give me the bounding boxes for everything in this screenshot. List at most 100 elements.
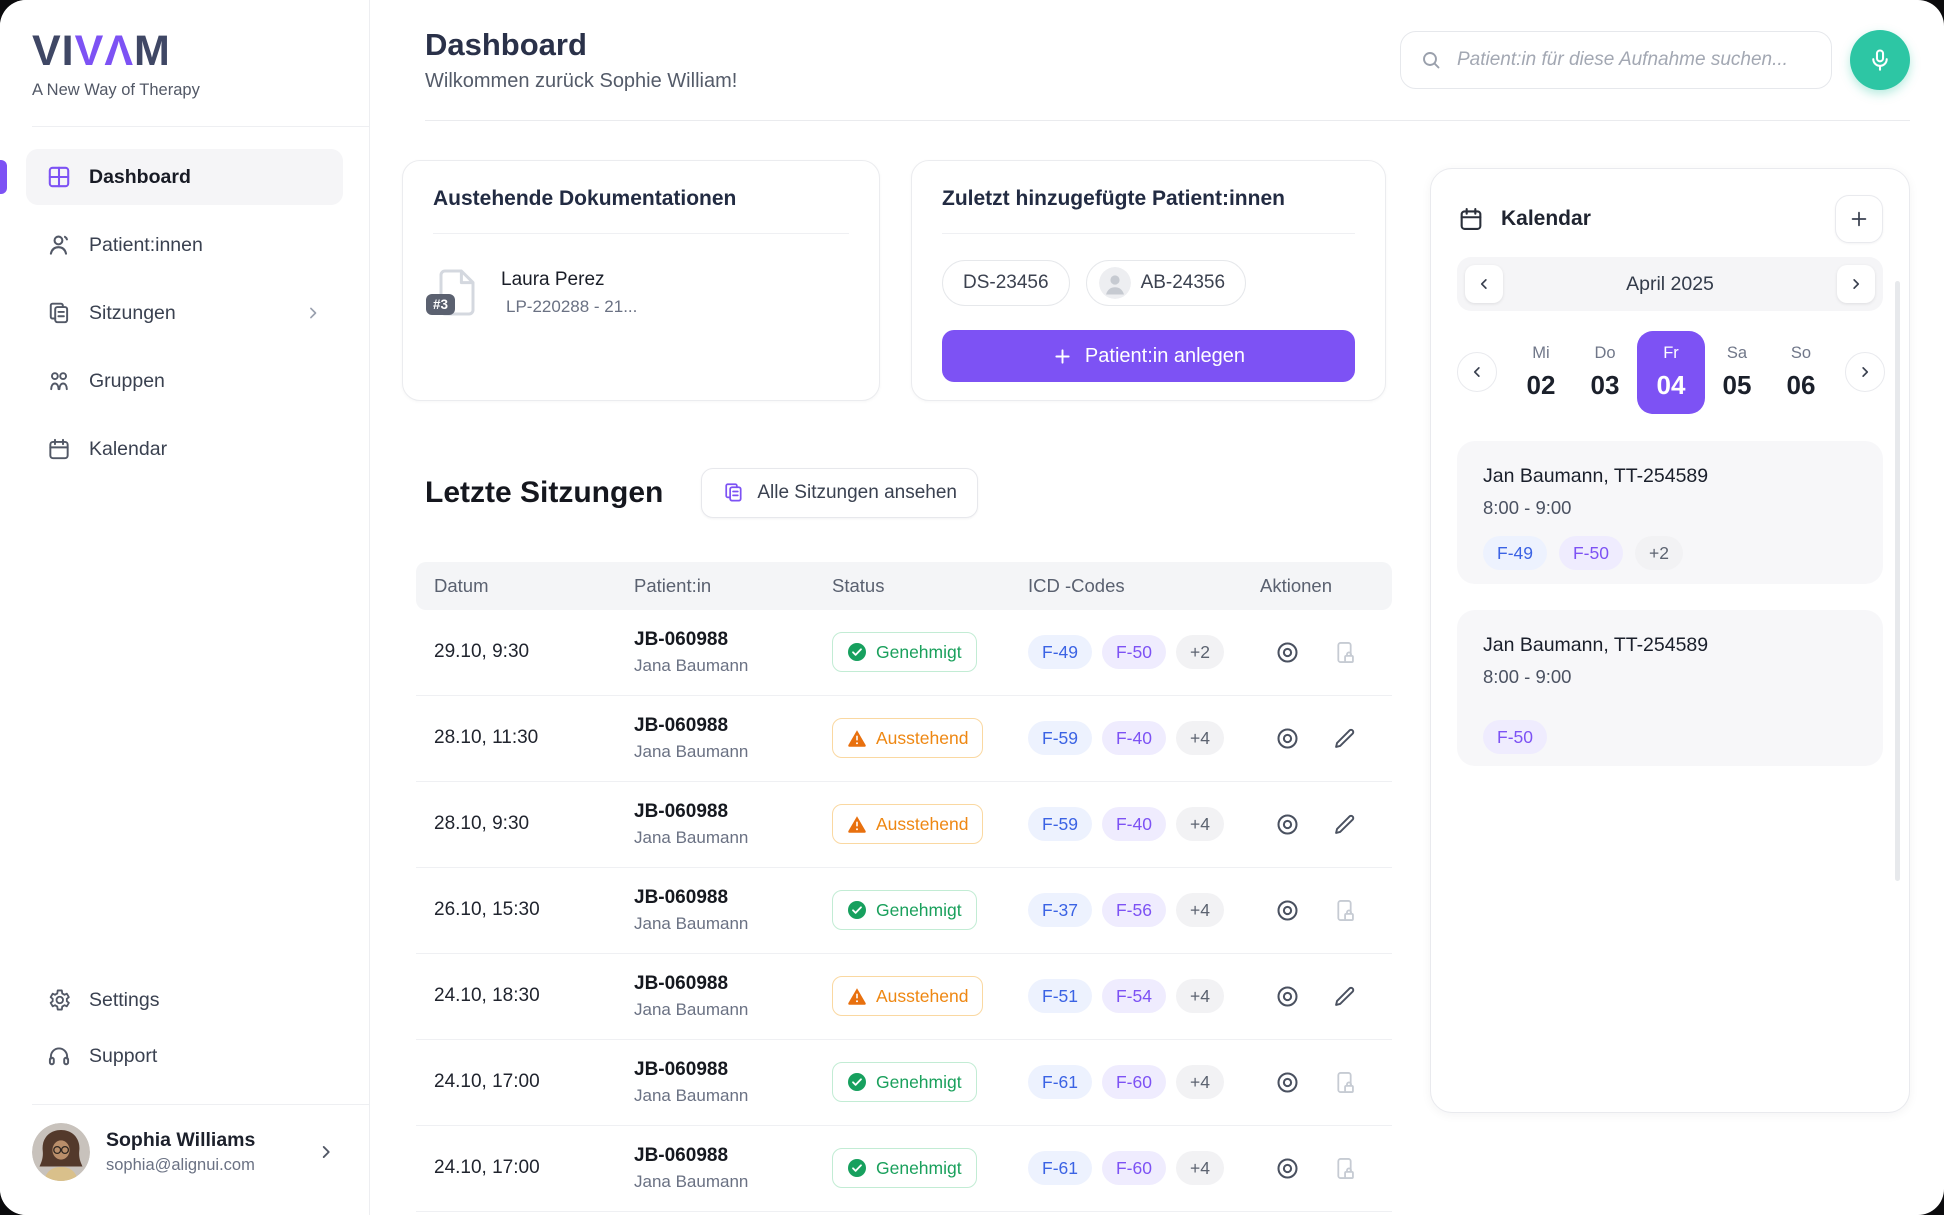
session-row[interactable]: 24.10, 18:30 JB-060988 Jana Baumann Ausst… [416,954,1392,1040]
column-header: Patient:in [634,574,712,596]
sidebar-item-patients[interactable]: Patient:innen [26,217,343,273]
status-badge: Genehmigt [832,1148,977,1189]
sidebar: VIVΛM A New Way of Therapy Dashboard Pat… [0,0,370,1215]
sidebar-item-support[interactable]: Support [26,1028,343,1084]
view-icon[interactable] [1274,1069,1301,1096]
session-row[interactable]: 29.10, 9:30 JB-060988 Jana Baumann Genehm… [416,610,1392,696]
day-cell[interactable]: Do 03 [1590,343,1620,400]
patient-chip[interactable]: DS-23456 [942,260,1070,306]
sidebar-item-calendar[interactable]: Kalendar [26,421,343,477]
brand-logo: VIVΛM A New Way of Therapy [0,0,369,100]
prev-month-button[interactable] [1465,265,1503,303]
locked-document-icon [1331,1155,1358,1182]
sidebar-item-label: Kalendar [89,437,168,460]
search-icon [1419,48,1443,72]
icd-code-pill: F-40 [1101,807,1166,842]
month-selector: April 2025 [1457,257,1883,311]
user-name: Sophia Williams [106,1129,256,1151]
microphone-button[interactable] [1850,30,1910,90]
sidebar-item-label: Dashboard [89,165,191,188]
topbar: Dashboard Wilkommen zurück Sophie Willia… [402,0,1910,120]
appointment-card[interactable]: Jan Baumann, TT-254589 8:00 - 9:00 F-49 … [1457,441,1883,584]
check-circle-icon [847,1158,867,1178]
add-appointment-button[interactable] [1835,195,1883,243]
active-accent-bar [0,160,7,194]
scrollbar[interactable] [1895,281,1900,881]
edit-pencil-icon[interactable] [1331,811,1358,838]
sidebar-item-label: Sitzungen [89,301,176,324]
grid-icon [46,164,72,190]
locked-document-icon [1331,639,1358,666]
status-badge: Ausstehend [832,804,984,845]
column-header: Status [832,574,885,596]
view-icon[interactable] [1274,983,1301,1010]
pending-doc-item[interactable]: #3 Laura Perez LP-220288 - 21... [426,266,849,320]
divider [425,120,1910,121]
session-row[interactable]: 24.10, 17:00 JB-060988 Jana Baumann Geneh… [416,1040,1392,1126]
sidebar-item-sessions[interactable]: Sitzungen [26,285,343,341]
icd-code-pill: F-40 [1101,721,1166,756]
sidebar-item-dashboard[interactable]: Dashboard [0,149,343,205]
card-title: Austehende Dokumentationen [433,187,737,210]
check-circle-icon [847,1072,867,1092]
view-icon[interactable] [1274,811,1301,838]
recent-patients-card: Zuletzt hinzugefügte Patient:innen DS-23… [911,160,1386,401]
doc-detail: LP-220288 - 21... [506,297,638,316]
day-cell-selected[interactable]: Fr 04 [1637,330,1705,414]
view-icon[interactable] [1274,897,1301,924]
icd-code-pill: F-50 [1483,720,1547,754]
icd-code-pill: F-54 [1101,979,1166,1014]
status-badge: Genehmigt [832,890,977,931]
appointment-card[interactable]: Jan Baumann, TT-254589 8:00 - 9:00 F-50 [1457,610,1883,766]
icd-code-pill: F-50 [1101,635,1166,670]
divider [32,126,369,127]
chevron-left-icon [1475,275,1493,293]
icd-code-pill: F-51 [1028,979,1092,1014]
check-circle-icon [847,900,867,920]
edit-pencil-icon[interactable] [1331,725,1358,752]
view-icon[interactable] [1274,1155,1301,1182]
day-cell[interactable]: Sa 05 [1722,343,1752,400]
search-bar [1400,31,1832,89]
session-row[interactable]: 28.10, 9:30 JB-060988 Jana Baumann Ausste… [416,782,1392,868]
session-row[interactable]: 24.10, 17:00 JB-060988 Jana Baumann Geneh… [416,1126,1392,1212]
add-patient-button[interactable]: Patient:in anlegen [942,330,1355,382]
pending-documentation-card: Austehende Dokumentationen #3 Laura Pere… [402,160,880,401]
session-row[interactable]: 26.10, 15:30 JB-060988 Jana Baumann Geneh… [416,868,1392,954]
chevron-right-icon [1847,275,1865,293]
patient-chip[interactable]: AB-24356 [1085,260,1247,306]
view-icon[interactable] [1274,639,1301,666]
calendar-icon [1457,205,1485,233]
user-profile[interactable]: Sophia Williams sophia@alignui.com [26,1113,343,1191]
sidebar-item-settings[interactable]: Settings [26,972,343,1028]
locked-document-icon [1331,1069,1358,1096]
documents-icon [722,481,745,504]
view-icon[interactable] [1274,725,1301,752]
prev-week-button[interactable] [1457,352,1497,392]
sidebar-item-groups[interactable]: Gruppen [26,353,343,409]
check-circle-icon [847,642,867,662]
icd-more-pill: +4 [1175,979,1224,1014]
divider [433,233,849,234]
search-input[interactable] [1455,48,1813,72]
icd-code-pill: F-61 [1028,1151,1092,1186]
column-header: Aktionen [1260,574,1332,596]
day-cell[interactable]: Mi 02 [1526,343,1556,400]
warning-triangle-icon [847,728,867,748]
sessions-table: Datum Patient:in Status ICD -Codes Aktio… [416,561,1392,1212]
table-header: Datum Patient:in Status ICD -Codes Aktio… [416,561,1392,610]
view-all-sessions-button[interactable]: Alle Sitzungen ansehen [701,467,978,518]
sidebar-item-label: Support [89,1044,158,1067]
chevron-right-icon [303,303,323,323]
icd-more-pill: +2 [1175,635,1224,670]
warning-triangle-icon [847,814,867,834]
file-icon: #3 [426,266,481,320]
status-badge: Genehmigt [832,1062,977,1103]
documents-icon [46,300,72,326]
session-row[interactable]: 28.10, 11:30 JB-060988 Jana Baumann Ausst… [416,696,1392,782]
next-week-button[interactable] [1845,352,1885,392]
next-month-button[interactable] [1837,265,1875,303]
day-cell[interactable]: So 06 [1786,343,1816,400]
edit-pencil-icon[interactable] [1331,983,1358,1010]
